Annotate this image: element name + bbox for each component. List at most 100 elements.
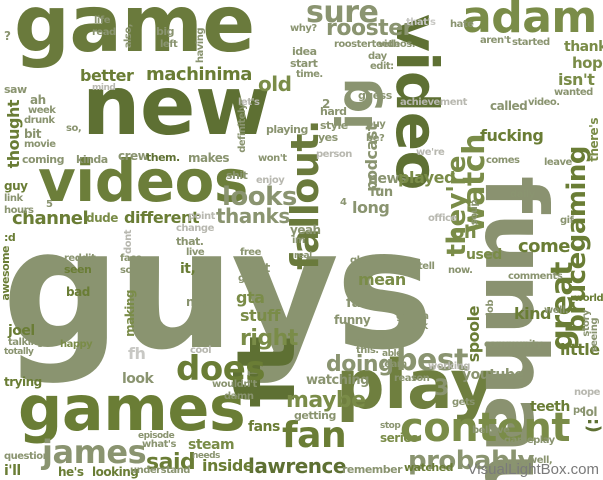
word-wanted: wanted (554, 87, 593, 98)
word-colon_d: :d (4, 231, 16, 244)
word-does: does (176, 349, 266, 389)
word-im: im (292, 235, 305, 246)
word-seeing: seeing (589, 318, 600, 353)
word-person: person (316, 149, 352, 160)
word-long: long (352, 198, 390, 217)
word-this: this. (356, 345, 379, 356)
word-four: 4 (340, 197, 347, 208)
word-machinima: machinima (146, 64, 252, 85)
word-looks: looks (222, 182, 297, 212)
word-played: played (398, 168, 455, 187)
word-fucking: fucking (480, 126, 544, 145)
word-stuff: stuff (240, 306, 280, 325)
word-thought: thought (4, 100, 23, 169)
word-content: content (400, 405, 571, 451)
word-it: it, (180, 261, 196, 277)
word-seen: seen (64, 263, 92, 276)
word-bad: bad (66, 285, 90, 299)
word-fan: fan (282, 415, 347, 456)
word-lawrence: lawrence (248, 454, 346, 478)
word-nice: nice (186, 295, 212, 309)
word-different: different (124, 208, 200, 227)
word-wont: won't (258, 153, 287, 164)
word-gta: gta (236, 288, 265, 307)
word-thanks: thanks (216, 204, 290, 228)
word-able: able (382, 349, 402, 359)
word-trying: trying (4, 375, 42, 389)
word-reddit: reddit (64, 253, 96, 264)
word-tell: tell (418, 261, 435, 272)
word-adam: adam (462, 0, 597, 43)
word-dont: dont (123, 230, 134, 254)
word-reason: reason (394, 373, 430, 384)
word-funhaus: funhaus (465, 176, 565, 480)
word-videos2: videos. (378, 39, 416, 50)
word-hard: hard (320, 105, 347, 118)
word-be: be? (366, 133, 385, 144)
word-job: job (485, 300, 496, 316)
word-read: read (92, 27, 116, 38)
word-well: well. (544, 305, 569, 316)
word-start: start (290, 57, 318, 70)
word-point: point (188, 211, 215, 222)
word-doing: doing (326, 352, 394, 377)
word-also: also, (123, 24, 134, 49)
word-believe: believe (472, 425, 510, 436)
word-having: having (195, 28, 206, 64)
word-were: we're (416, 147, 445, 158)
word-stop: stop (380, 421, 401, 431)
word-lets: let's (238, 97, 260, 108)
word-kinda: kinda (76, 153, 108, 166)
word-coming: coming (22, 153, 65, 166)
word-gonna: gonna (396, 311, 429, 322)
word-watched: watched (404, 461, 454, 474)
word-best: best (396, 343, 469, 378)
word-joel: joel (8, 323, 35, 339)
word-working: working (428, 361, 470, 372)
word-inside: inside (202, 456, 254, 475)
word-fans: fans (248, 419, 280, 435)
word-look: look (122, 371, 154, 387)
word-sure: sure (306, 0, 379, 30)
word-gameplay: gameplay (504, 435, 555, 446)
word-thank: thank (564, 39, 603, 55)
word-said: said (146, 450, 196, 475)
word-gif: gif (560, 215, 574, 226)
word-guess: guess (358, 89, 392, 102)
word-two: 2 (322, 97, 330, 111)
word-cool: cool (190, 345, 212, 356)
word-playing: playing (266, 123, 308, 136)
word-real: real (294, 251, 312, 261)
word-funny: funny (334, 313, 371, 327)
word-making: making (123, 290, 137, 337)
word-dude: dude (86, 211, 118, 225)
word-five: 5 (46, 199, 53, 210)
word-teeth: teeth (530, 399, 570, 415)
word-smile: :) (583, 418, 603, 433)
word-little: little (560, 340, 600, 359)
word-probably: probably (408, 446, 534, 476)
word-lol: lol (582, 405, 597, 419)
word-comes: comes (486, 155, 520, 166)
word-mean: mean (358, 270, 406, 289)
word-isnt: isn't (558, 70, 595, 89)
word-style: style (320, 119, 348, 132)
word-sorry: sorry (120, 265, 147, 276)
word-watching: watching (306, 373, 369, 388)
word-news: news (368, 171, 407, 187)
word-called: called (490, 99, 528, 113)
word-leave: leave (544, 157, 572, 168)
word-buy: buy (366, 119, 386, 130)
word-week: week (28, 105, 56, 116)
word-wait: wait (348, 265, 371, 276)
word-well2: well, (528, 455, 553, 466)
word-team: team (380, 359, 407, 370)
word-drunk: drunk (24, 115, 55, 126)
word-saw: saw (4, 83, 27, 96)
word-started: started (512, 37, 550, 48)
word-change: change (176, 223, 214, 234)
word-hours: hours (4, 205, 34, 216)
word-rtr: roosterteeth (334, 39, 400, 50)
word-maybe: maybe (286, 388, 366, 413)
